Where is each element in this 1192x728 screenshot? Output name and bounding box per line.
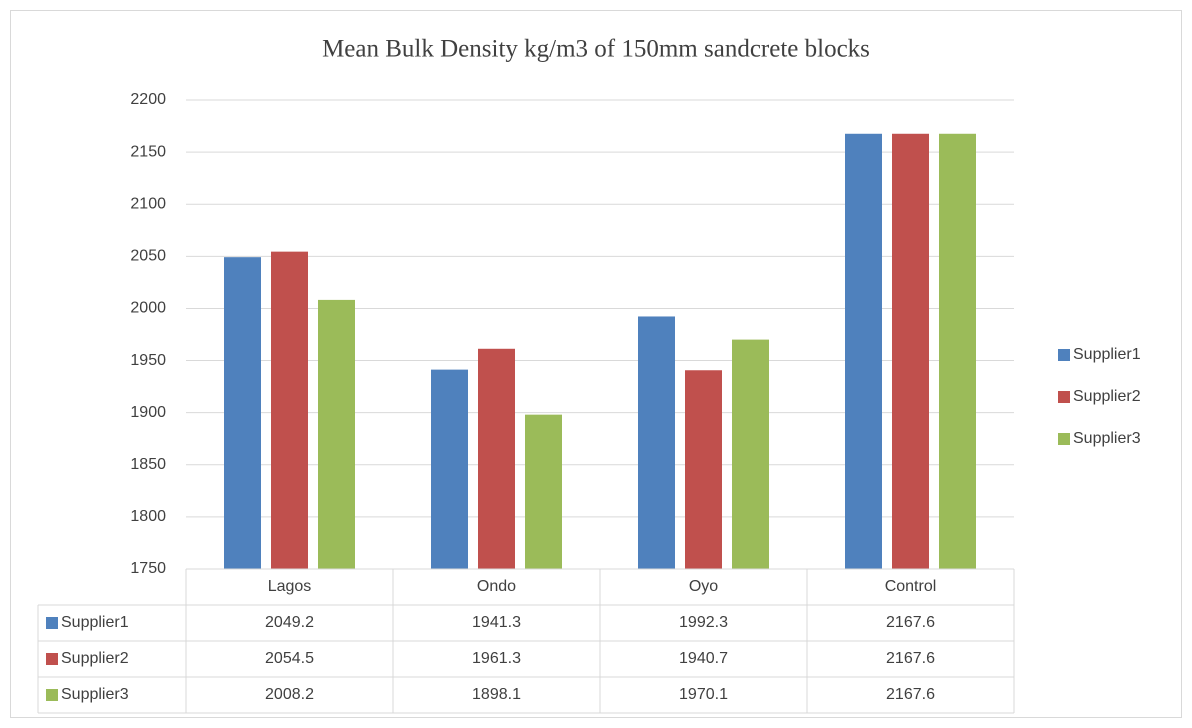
table-cell: 2167.6 xyxy=(886,614,935,631)
bar xyxy=(892,133,929,569)
table-cell: 1941.3 xyxy=(472,614,521,631)
bar xyxy=(431,369,468,569)
bar xyxy=(939,133,976,569)
chart-title: Mean Bulk Density kg/m3 of 150mm sandcre… xyxy=(322,36,870,63)
bar xyxy=(638,316,675,569)
bar xyxy=(685,370,722,569)
bar xyxy=(845,133,882,569)
legend-key xyxy=(1058,349,1070,361)
bar xyxy=(318,299,355,569)
legend-key xyxy=(1058,391,1070,403)
y-tick-label: 1800 xyxy=(130,508,166,525)
legend-label: Supplier2 xyxy=(1073,388,1141,405)
table-cell: 1961.3 xyxy=(472,650,521,667)
table-cell: 2049.2 xyxy=(265,614,314,631)
bar xyxy=(525,414,562,569)
table-legend-key xyxy=(46,653,58,665)
table-series-name: Supplier2 xyxy=(61,650,129,667)
table-legend-key xyxy=(46,617,58,629)
table-legend-key xyxy=(46,689,58,701)
x-tick-label: Lagos xyxy=(268,578,312,595)
x-tick-label: Control xyxy=(885,578,937,595)
table-series-name: Supplier1 xyxy=(61,614,129,631)
table-series-name: Supplier3 xyxy=(61,686,129,703)
x-tick-label: Oyo xyxy=(689,578,718,595)
y-tick-label: 2150 xyxy=(130,143,166,160)
y-tick-label: 1850 xyxy=(130,456,166,473)
table-cell: 2167.6 xyxy=(886,686,935,703)
table-cell: 1970.1 xyxy=(679,686,728,703)
x-tick-label: Ondo xyxy=(477,578,516,595)
table-cell: 1992.3 xyxy=(679,614,728,631)
y-tick-label: 1950 xyxy=(130,352,166,369)
legend-key xyxy=(1058,433,1070,445)
table-cell: 2054.5 xyxy=(265,650,314,667)
legend-label: Supplier3 xyxy=(1073,430,1141,447)
table-cell: 2167.6 xyxy=(886,650,935,667)
y-tick-label: 2200 xyxy=(130,91,166,108)
legend-label: Supplier1 xyxy=(1073,346,1141,363)
table-cell: 1898.1 xyxy=(472,686,521,703)
y-tick-label: 2000 xyxy=(130,300,166,317)
y-tick-label: 2050 xyxy=(130,248,166,265)
y-tick-label: 2100 xyxy=(130,195,166,212)
chart-border xyxy=(10,10,1182,718)
bar xyxy=(271,251,308,570)
y-tick-label: 1900 xyxy=(130,404,166,421)
bar xyxy=(224,257,261,569)
table-cell: 1940.7 xyxy=(679,650,728,667)
table-cell: 2008.2 xyxy=(265,686,314,703)
bar xyxy=(732,339,769,569)
bar xyxy=(478,348,515,569)
y-tick-label: 1750 xyxy=(130,560,166,577)
